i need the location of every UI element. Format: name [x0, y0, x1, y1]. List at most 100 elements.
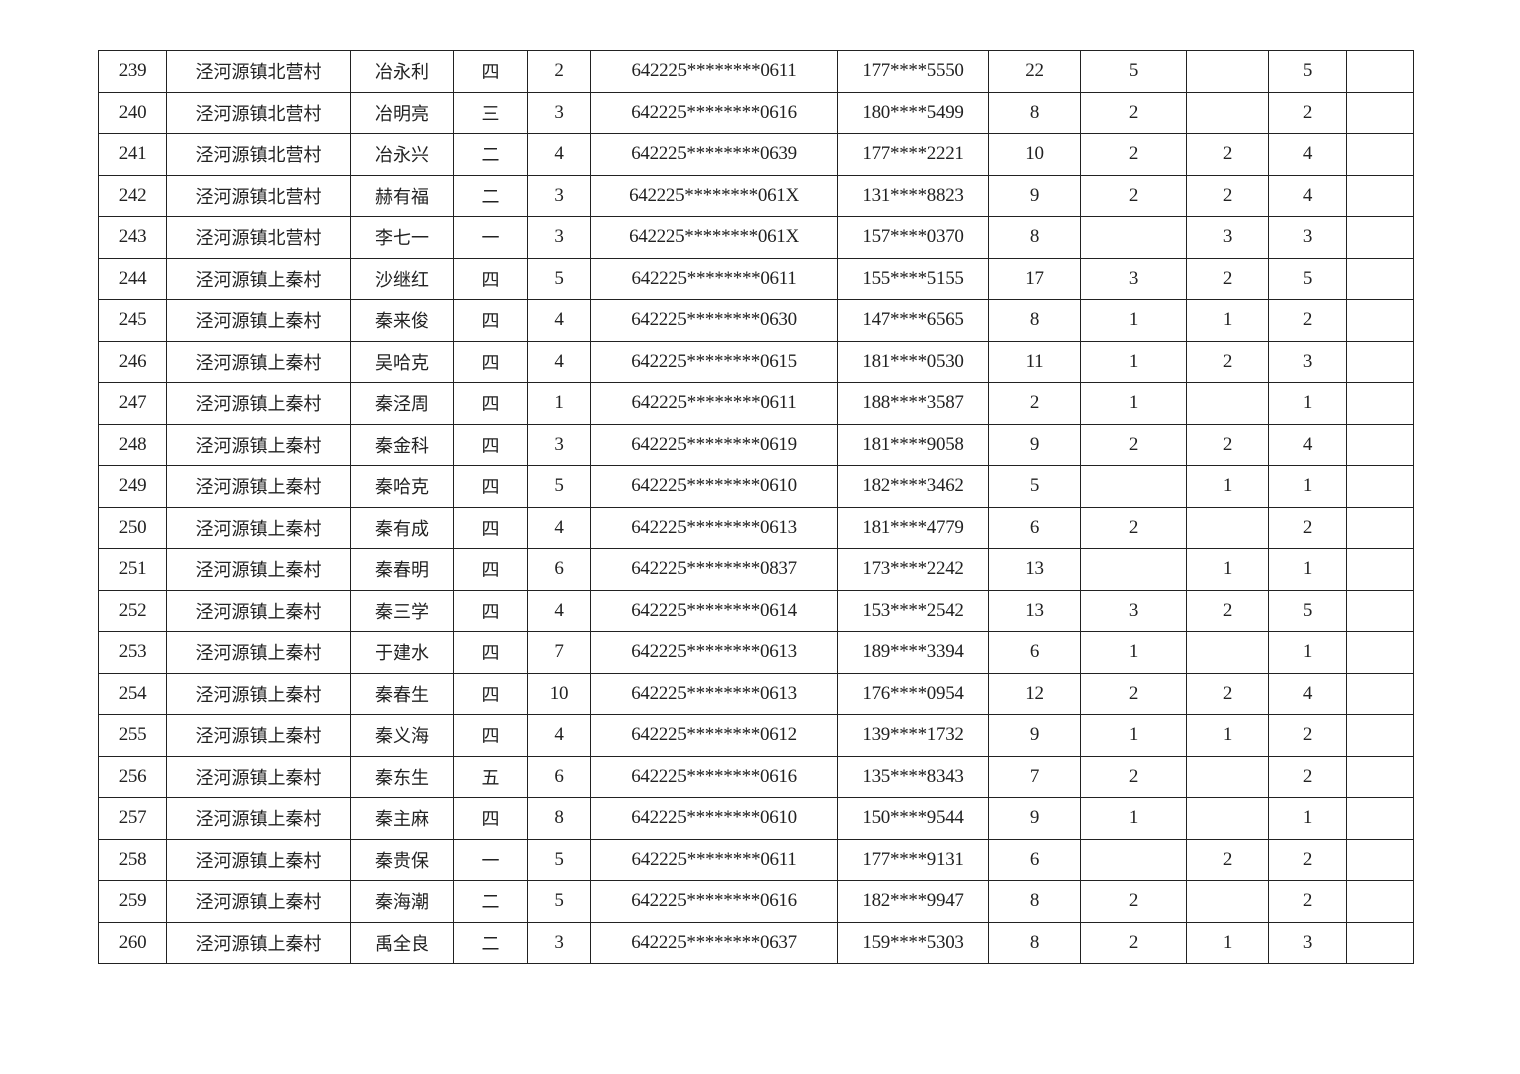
- cell-id-number: 642225********0616: [590, 880, 838, 923]
- cell-id-number: 642225********0613: [590, 672, 838, 715]
- cell-remarks: [1346, 755, 1414, 798]
- table-row: 244 泾河源镇上秦村 沙继红四 5 642225********0611 155****…: [98, 257, 1414, 300]
- data-table: 239 泾河源镇北营村 冶永利四 2 642225********0611 177****…: [98, 50, 1414, 964]
- cell-village: 泾河源镇上秦村: [166, 921, 351, 964]
- table-row: 257 泾河源镇上秦村 秦主麻四 8 642225********0610 150****…: [98, 797, 1414, 840]
- cell-village: 泾河源镇上秦村: [166, 797, 351, 840]
- cell-group: 四: [453, 50, 528, 93]
- cell-name: 赫有福: [350, 174, 454, 217]
- cell-count-b: [1080, 548, 1187, 591]
- cell-household-size: 10: [527, 672, 591, 715]
- cell-count-a: 22: [988, 50, 1081, 93]
- cell-name: 秦泾周: [350, 382, 454, 425]
- table-row: 239 泾河源镇北营村 冶永利四 2 642225********0611 177****…: [98, 50, 1414, 93]
- cell-count-total: 2: [1268, 91, 1347, 134]
- cell-village: 泾河源镇上秦村: [166, 631, 351, 674]
- table-row: 251 泾河源镇上秦村 秦春明四 6 642225********0837 173****…: [98, 548, 1414, 591]
- cell-phone: 173****2242: [837, 548, 989, 591]
- cell-count-total: 1: [1268, 631, 1347, 674]
- cell-id-number: 642225********0613: [590, 631, 838, 674]
- cell-count-total: 5: [1268, 50, 1347, 93]
- cell-remarks: [1346, 91, 1414, 134]
- cell-count-c: 1: [1186, 921, 1269, 964]
- cell-id-number: 642225********0613: [590, 506, 838, 549]
- cell-count-b: 2: [1080, 921, 1187, 964]
- cell-phone: 177****2221: [837, 133, 989, 176]
- cell-name: 秦春明: [350, 548, 454, 591]
- cell-id-number: 642225********0616: [590, 91, 838, 134]
- cell-serial-number: 242: [98, 174, 167, 217]
- cell-phone: 139****1732: [837, 714, 989, 757]
- cell-id-number: 642225********0611: [590, 50, 838, 93]
- cell-group: 四: [453, 672, 528, 715]
- cell-count-b: 2: [1080, 423, 1187, 466]
- cell-remarks: [1346, 797, 1414, 840]
- cell-id-number: 642225********0615: [590, 340, 838, 383]
- cell-count-c: 2: [1186, 340, 1269, 383]
- cell-household-size: 4: [527, 133, 591, 176]
- cell-count-b: 1: [1080, 797, 1187, 840]
- cell-count-c: [1186, 880, 1269, 923]
- table-row: 247 泾河源镇上秦村 秦泾周四 1 642225********0611 188****…: [98, 382, 1414, 425]
- cell-group: 二: [453, 133, 528, 176]
- cell-count-c: [1186, 797, 1269, 840]
- cell-count-b: 2: [1080, 174, 1187, 217]
- cell-village: 泾河源镇北营村: [166, 174, 351, 217]
- table-row: 248 泾河源镇上秦村 秦金科四 3 642225********0619 181****…: [98, 423, 1414, 466]
- cell-count-c: 1: [1186, 299, 1269, 342]
- cell-count-c: 3: [1186, 216, 1269, 259]
- cell-count-total: 2: [1268, 506, 1347, 549]
- table-row: 258 泾河源镇上秦村 秦贵保一 5 642225********0611 177****…: [98, 838, 1414, 881]
- cell-name: 秦金科: [350, 423, 454, 466]
- cell-count-b: 1: [1080, 340, 1187, 383]
- table-row: 255 泾河源镇上秦村 秦义海四 4 642225********0612 139****…: [98, 714, 1414, 757]
- cell-phone: 189****3394: [837, 631, 989, 674]
- cell-remarks: [1346, 880, 1414, 923]
- cell-serial-number: 254: [98, 672, 167, 715]
- cell-household-size: 4: [527, 506, 591, 549]
- table-row: 253 泾河源镇上秦村 于建水四 7 642225********0613 189****…: [98, 631, 1414, 674]
- cell-group: 四: [453, 465, 528, 508]
- cell-household-size: 2: [527, 50, 591, 93]
- cell-village: 泾河源镇北营村: [166, 216, 351, 259]
- cell-id-number: 642225********061X: [590, 216, 838, 259]
- cell-group: 四: [453, 423, 528, 466]
- cell-village: 泾河源镇上秦村: [166, 714, 351, 757]
- cell-phone: 153****2542: [837, 589, 989, 632]
- cell-phone: 159****5303: [837, 921, 989, 964]
- cell-serial-number: 244: [98, 257, 167, 300]
- cell-count-a: 9: [988, 797, 1081, 840]
- cell-count-total: 2: [1268, 880, 1347, 923]
- cell-household-size: 3: [527, 423, 591, 466]
- cell-name: 沙继红: [350, 257, 454, 300]
- cell-remarks: [1346, 589, 1414, 632]
- cell-group: 四: [453, 589, 528, 632]
- cell-remarks: [1346, 340, 1414, 383]
- cell-count-c: 2: [1186, 423, 1269, 466]
- table-row: 250 泾河源镇上秦村 秦有成四 4 642225********0613 181****…: [98, 506, 1414, 549]
- cell-name: 秦主麻: [350, 797, 454, 840]
- cell-household-size: 3: [527, 216, 591, 259]
- cell-id-number: 642225********0614: [590, 589, 838, 632]
- cell-village: 泾河源镇上秦村: [166, 672, 351, 715]
- cell-id-number: 642225********0616: [590, 755, 838, 798]
- table-row: 243 泾河源镇北营村 李七一一 3 642225********061X 157****…: [98, 216, 1414, 259]
- cell-serial-number: 247: [98, 382, 167, 425]
- cell-village: 泾河源镇北营村: [166, 133, 351, 176]
- cell-remarks: [1346, 631, 1414, 674]
- cell-count-a: 17: [988, 257, 1081, 300]
- cell-count-a: 9: [988, 714, 1081, 757]
- cell-serial-number: 255: [98, 714, 167, 757]
- cell-count-b: 5: [1080, 50, 1187, 93]
- cell-name: 秦春生: [350, 672, 454, 715]
- cell-household-size: 1: [527, 382, 591, 425]
- cell-name: 冶永利: [350, 50, 454, 93]
- cell-village: 泾河源镇北营村: [166, 50, 351, 93]
- cell-id-number: 642225********061X: [590, 174, 838, 217]
- cell-count-total: 1: [1268, 465, 1347, 508]
- cell-village: 泾河源镇上秦村: [166, 506, 351, 549]
- cell-household-size: 5: [527, 838, 591, 881]
- cell-phone: 135****8343: [837, 755, 989, 798]
- cell-count-a: 10: [988, 133, 1081, 176]
- cell-count-c: [1186, 91, 1269, 134]
